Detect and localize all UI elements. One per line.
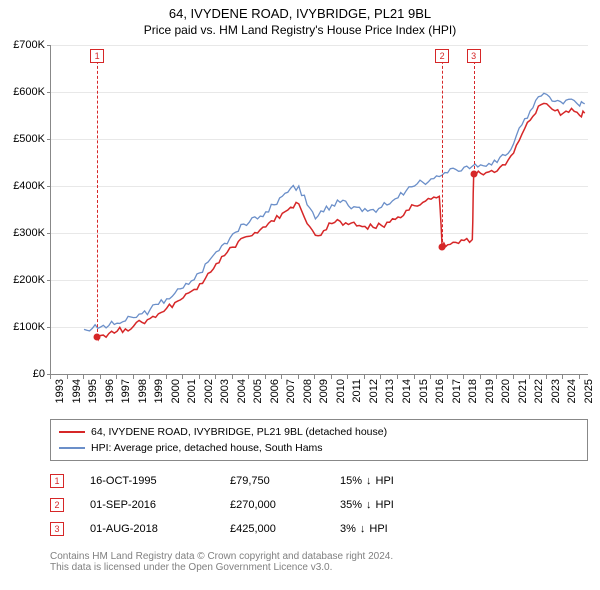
x-axis-label: 1997	[120, 379, 132, 403]
marker-dot	[470, 171, 477, 178]
marker-box: 3	[467, 49, 481, 63]
series-line-property	[97, 103, 585, 339]
x-axis-label: 1998	[137, 379, 149, 403]
x-axis-label: 2004	[236, 379, 248, 403]
sale-date: 01-AUG-2018	[90, 523, 230, 535]
legend-swatch	[59, 431, 85, 433]
chart-lines	[51, 45, 588, 374]
sale-date: 01-SEP-2016	[90, 499, 230, 511]
sale-price: £270,000	[230, 499, 340, 511]
x-axis-label: 2007	[285, 379, 297, 403]
series-line-hpi	[84, 93, 585, 331]
x-axis-label: 2010	[335, 379, 347, 403]
sale-row: 3 01-AUG-2018£425,0003%↓HPI	[50, 517, 588, 541]
title-block: 64, IVYDENE ROAD, IVYBRIDGE, PL21 9BL Pr…	[0, 0, 600, 37]
y-axis-label: £200K	[13, 274, 51, 286]
x-axis-label: 2009	[318, 379, 330, 403]
x-axis-label: 2022	[533, 379, 545, 403]
x-axis-label: 2015	[418, 379, 430, 403]
x-axis-label: 2019	[484, 379, 496, 403]
x-axis-label: 2003	[219, 379, 231, 403]
x-axis-label: 2006	[269, 379, 281, 403]
sale-index-box: 1	[50, 474, 64, 488]
marker-dot	[439, 244, 446, 251]
sale-row: 1 16-OCT-1995£79,75015%↓HPI	[50, 469, 588, 493]
arrow-down-icon: ↓	[360, 523, 366, 535]
x-axis-label: 2024	[566, 379, 578, 403]
y-axis-label: £100K	[13, 321, 51, 333]
x-axis-label: 2020	[500, 379, 512, 403]
x-axis-label: 1996	[104, 379, 116, 403]
marker-dash	[97, 51, 98, 337]
footer-line: Contains HM Land Registry data © Crown c…	[50, 551, 588, 562]
x-axis-labels: 1993 1994 1995 1996 1997 1998 1999 2000 2001 2002…	[50, 375, 588, 413]
legend-label: 64, IVYDENE ROAD, IVYBRIDGE, PL21 9BL (d…	[91, 426, 387, 438]
x-axis-label: 2018	[467, 379, 479, 403]
marker-box: 2	[435, 49, 449, 63]
chart-subtitle: Price paid vs. HM Land Registry's House …	[0, 23, 600, 37]
attribution-footer: Contains HM Land Registry data © Crown c…	[50, 551, 588, 573]
x-axis-label: 2011	[351, 379, 363, 403]
x-axis-label: 2013	[384, 379, 396, 403]
x-axis-label: 2012	[368, 379, 380, 403]
arrow-down-icon: ↓	[366, 499, 372, 511]
x-axis-label: 1999	[153, 379, 165, 403]
x-axis-label: 1993	[54, 379, 66, 403]
x-axis-label: 2008	[302, 379, 314, 403]
legend-label: HPI: Average price, detached house, Sout…	[91, 442, 323, 454]
y-axis-label: £0	[33, 368, 51, 380]
x-axis-label: 2005	[252, 379, 264, 403]
sale-delta: 35%↓HPI	[340, 499, 394, 511]
x-axis-label: 2017	[451, 379, 463, 403]
sale-delta: 15%↓HPI	[340, 475, 394, 487]
sales-table: 1 16-OCT-1995£79,75015%↓HPI 2 01-SEP-2016£2…	[50, 469, 588, 541]
marker-box: 1	[90, 49, 104, 63]
chart-plot-area: £0£100K£200K£300K£400K£500K£600K£700K123	[50, 45, 588, 375]
legend-item: HPI: Average price, detached house, Sout…	[59, 440, 579, 456]
chart-title: 64, IVYDENE ROAD, IVYBRIDGE, PL21 9BL	[0, 6, 600, 21]
x-axis-label: 2025	[583, 379, 595, 403]
x-axis-label: 2021	[517, 379, 529, 403]
marker-dash	[474, 51, 475, 174]
y-axis-label: £700K	[13, 39, 51, 51]
x-axis-label: 1995	[87, 379, 99, 403]
sale-price: £425,000	[230, 523, 340, 535]
x-axis-label: 2002	[203, 379, 215, 403]
arrow-down-icon: ↓	[366, 475, 372, 487]
sale-delta: 3%↓HPI	[340, 523, 388, 535]
x-axis-label: 2016	[434, 379, 446, 403]
marker-dot	[94, 333, 101, 340]
legend: 64, IVYDENE ROAD, IVYBRIDGE, PL21 9BL (d…	[50, 419, 588, 461]
sale-index-box: 3	[50, 522, 64, 536]
y-axis-label: £400K	[13, 180, 51, 192]
sale-index-box: 2	[50, 498, 64, 512]
marker-dash	[442, 51, 443, 247]
x-axis-label: 2023	[550, 379, 562, 403]
sale-row: 2 01-SEP-2016£270,00035%↓HPI	[50, 493, 588, 517]
y-axis-label: £500K	[13, 133, 51, 145]
y-axis-label: £300K	[13, 227, 51, 239]
y-axis-label: £600K	[13, 86, 51, 98]
x-axis-label: 2000	[170, 379, 182, 403]
x-axis-label: 2014	[401, 379, 413, 403]
sale-price: £79,750	[230, 475, 340, 487]
x-axis-label: 2001	[186, 379, 198, 403]
legend-swatch	[59, 447, 85, 449]
x-axis-label: 1994	[71, 379, 83, 403]
legend-item: 64, IVYDENE ROAD, IVYBRIDGE, PL21 9BL (d…	[59, 424, 579, 440]
sale-date: 16-OCT-1995	[90, 475, 230, 487]
footer-line: This data is licensed under the Open Gov…	[50, 562, 588, 573]
